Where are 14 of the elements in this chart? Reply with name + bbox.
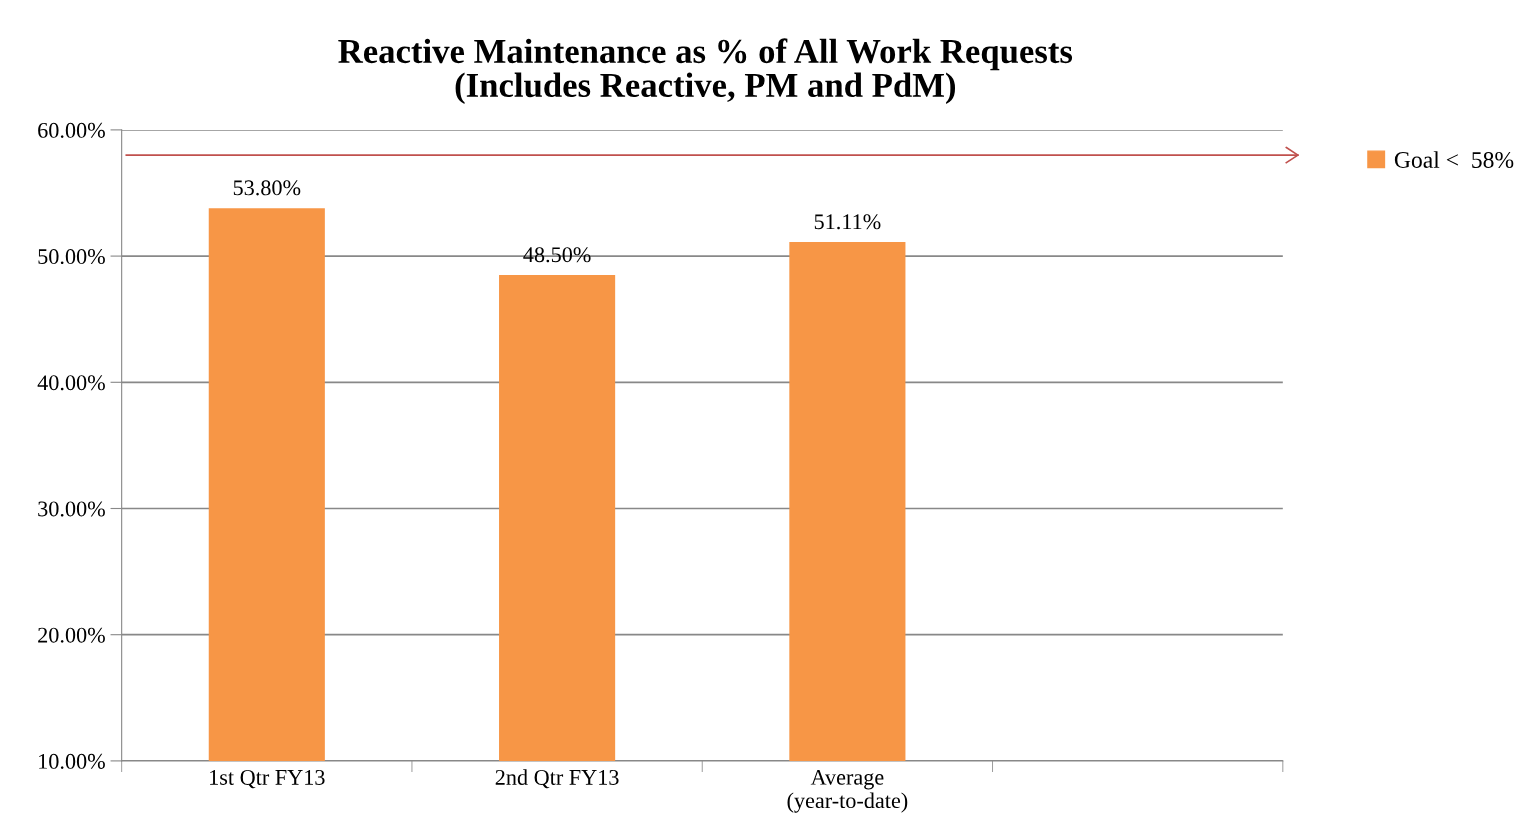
- y-tick-label: 40.00%: [37, 375, 105, 391]
- x-tick-label: Average (year-to-date): [787, 769, 908, 813]
- y-tick-label: 30.00%: [38, 501, 105, 517]
- data-label: 53.80%: [233, 180, 301, 196]
- data-label: 48.50%: [523, 247, 591, 263]
- y-tick-label: 20.00%: [38, 627, 105, 643]
- y-tick-label: 10.00%: [39, 753, 105, 769]
- legend-label: Goal < 58%: [1394, 151, 1514, 168]
- data-label: 51.11%: [814, 214, 881, 230]
- y-tick-label: 50.00%: [38, 249, 105, 265]
- chart-title: Reactive Maintenance as % of All Work Requests (Includes Reactive, PM and PdM): [338, 38, 1073, 105]
- x-tick-label: 2nd Qtr FY13: [495, 769, 619, 789]
- x-tick-label: 1st Qtr FY13: [210, 769, 325, 789]
- y-tick-label: 60.00%: [38, 122, 105, 138]
